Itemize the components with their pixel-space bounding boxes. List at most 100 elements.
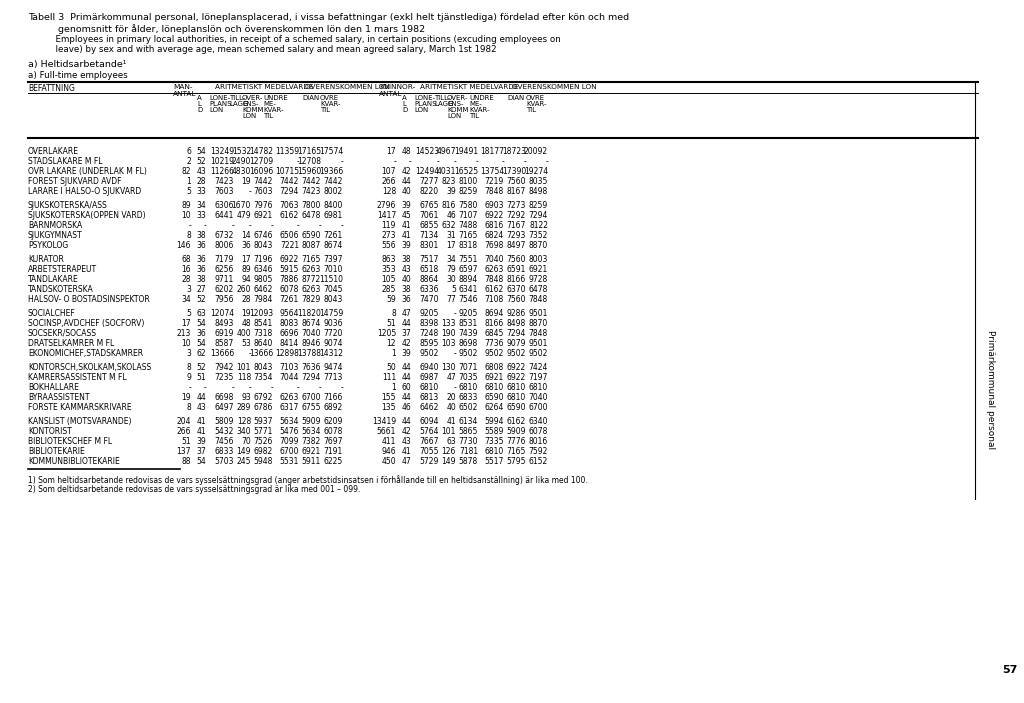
- Text: 101: 101: [441, 427, 456, 436]
- Text: 8: 8: [186, 403, 191, 412]
- Text: -: -: [454, 157, 456, 166]
- Text: 3: 3: [186, 285, 191, 294]
- Text: 6: 6: [186, 147, 191, 156]
- Text: 47: 47: [401, 309, 411, 318]
- Text: 5531: 5531: [280, 457, 299, 466]
- Text: 7546: 7546: [459, 295, 478, 304]
- Text: 5634: 5634: [280, 417, 299, 426]
- Text: KOMM: KOMM: [242, 107, 263, 113]
- Text: 7551: 7551: [459, 255, 478, 264]
- Text: 111: 111: [382, 373, 396, 382]
- Text: 33: 33: [197, 187, 206, 196]
- Text: 6833: 6833: [215, 447, 234, 456]
- Text: 5517: 5517: [484, 457, 504, 466]
- Text: 9501: 9501: [528, 309, 548, 318]
- Text: 6263: 6263: [484, 265, 504, 274]
- Text: 18723: 18723: [502, 147, 526, 156]
- Text: 12074: 12074: [210, 309, 234, 318]
- Text: 8220: 8220: [420, 187, 439, 196]
- Text: 17390: 17390: [502, 167, 526, 176]
- Text: 40: 40: [446, 403, 456, 412]
- Text: 8698: 8698: [459, 339, 478, 348]
- Text: 89: 89: [242, 265, 251, 274]
- Text: 7167: 7167: [507, 221, 526, 230]
- Text: 7061: 7061: [420, 211, 439, 220]
- Text: 8870: 8870: [528, 319, 548, 328]
- Text: 204: 204: [176, 417, 191, 426]
- Text: 7984: 7984: [254, 295, 273, 304]
- Text: ARITMETISKT MEDELVARDE: ARITMETISKT MEDELVARDE: [215, 84, 313, 90]
- Text: 5809: 5809: [215, 417, 234, 426]
- Text: 43: 43: [197, 403, 206, 412]
- Text: 8497: 8497: [507, 241, 526, 250]
- Text: -: -: [188, 383, 191, 392]
- Text: 8674: 8674: [302, 319, 321, 328]
- Text: 1532: 1532: [231, 147, 251, 156]
- Text: 12093: 12093: [249, 309, 273, 318]
- Text: 19: 19: [181, 393, 191, 402]
- Text: 54: 54: [197, 147, 206, 156]
- Text: -: -: [340, 383, 343, 392]
- Text: 13754: 13754: [480, 167, 504, 176]
- Text: -: -: [231, 221, 234, 230]
- Text: 7108: 7108: [484, 295, 504, 304]
- Text: 7848: 7848: [528, 295, 548, 304]
- Text: 7318: 7318: [254, 329, 273, 338]
- Text: 5729: 5729: [420, 457, 439, 466]
- Text: 10: 10: [181, 339, 191, 348]
- Text: 7800: 7800: [302, 201, 321, 210]
- Text: 41: 41: [197, 417, 206, 426]
- Text: 9074: 9074: [324, 339, 343, 348]
- Text: SOCINSP,AVDCHEF (SOCFORV): SOCINSP,AVDCHEF (SOCFORV): [28, 319, 144, 328]
- Text: 101: 101: [237, 363, 251, 372]
- Text: 1417: 1417: [377, 211, 396, 220]
- Text: KONTORIST: KONTORIST: [28, 427, 72, 436]
- Text: 7294: 7294: [507, 329, 526, 338]
- Text: 7442: 7442: [324, 177, 343, 186]
- Text: 9502: 9502: [420, 349, 439, 358]
- Text: 17: 17: [446, 241, 456, 250]
- Text: 8043: 8043: [254, 241, 273, 250]
- Text: 6152: 6152: [528, 457, 548, 466]
- Text: ARBETSTERAPEUT: ARBETSTERAPEUT: [28, 265, 97, 274]
- Text: 63: 63: [446, 437, 456, 446]
- Text: 6845: 6845: [484, 329, 504, 338]
- Text: 816: 816: [441, 201, 456, 210]
- Text: 6341: 6341: [459, 285, 478, 294]
- Text: 6346: 6346: [254, 265, 273, 274]
- Text: 6597: 6597: [459, 265, 478, 274]
- Text: 7456: 7456: [214, 437, 234, 446]
- Text: LONE-: LONE-: [209, 95, 230, 101]
- Text: HALSOV- O BOSTADSINSPEKTOR: HALSOV- O BOSTADSINSPEKTOR: [28, 295, 150, 304]
- Text: 7439: 7439: [459, 329, 478, 338]
- Text: 863: 863: [382, 255, 396, 264]
- Text: 8694: 8694: [484, 309, 504, 318]
- Text: 5661: 5661: [377, 427, 396, 436]
- Text: 34: 34: [446, 255, 456, 264]
- Text: 6497: 6497: [214, 403, 234, 412]
- Text: 7423: 7423: [302, 187, 321, 196]
- Text: 7603: 7603: [214, 187, 234, 196]
- Text: 8541: 8541: [254, 319, 273, 328]
- Text: STADSLAKARE M FL: STADSLAKARE M FL: [28, 157, 102, 166]
- Text: 411: 411: [382, 437, 396, 446]
- Text: 41: 41: [446, 417, 456, 426]
- Text: 7423: 7423: [215, 177, 234, 186]
- Text: -: -: [296, 157, 299, 166]
- Text: L: L: [197, 101, 201, 107]
- Text: 2: 2: [186, 157, 191, 166]
- Text: -: -: [454, 309, 456, 318]
- Text: 12898: 12898: [275, 349, 299, 358]
- Text: 285: 285: [382, 285, 396, 294]
- Text: 6506: 6506: [280, 231, 299, 240]
- Text: 6078: 6078: [280, 285, 299, 294]
- Text: 5764: 5764: [420, 427, 439, 436]
- Text: 6478: 6478: [528, 285, 548, 294]
- Text: 6810: 6810: [459, 383, 478, 392]
- Text: 44: 44: [401, 417, 411, 426]
- Text: 39: 39: [401, 349, 411, 358]
- Text: 14759: 14759: [318, 309, 343, 318]
- Text: 6919: 6919: [215, 329, 234, 338]
- Text: 36: 36: [242, 241, 251, 250]
- Text: 1205: 1205: [377, 329, 396, 338]
